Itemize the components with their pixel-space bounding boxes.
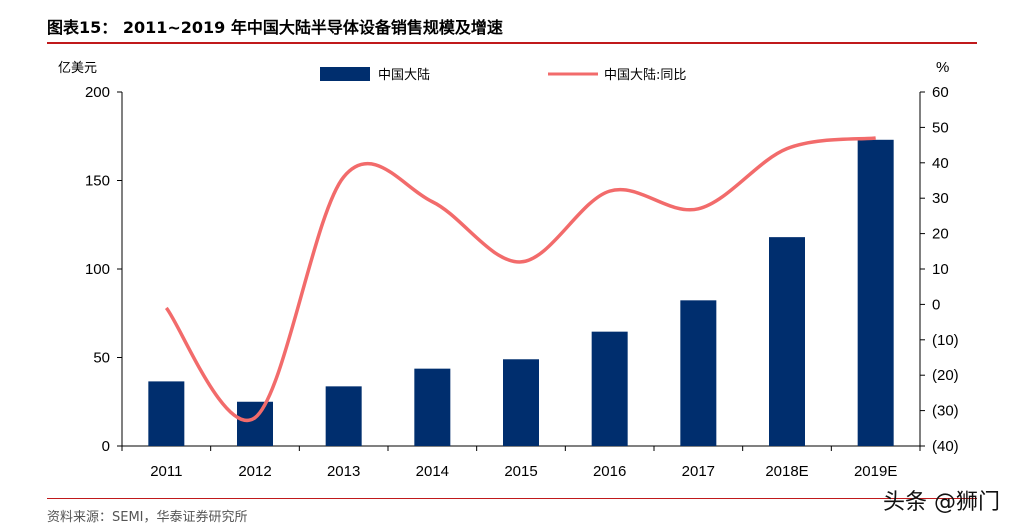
bar bbox=[769, 237, 805, 446]
y-axis-left-label: 亿美元 bbox=[58, 61, 97, 76]
y-tick-label-right: 60 bbox=[932, 84, 949, 101]
bar bbox=[325, 386, 362, 446]
bar bbox=[237, 401, 273, 446]
y-axis-right-label: % bbox=[936, 59, 949, 76]
y-tick-label-right: 20 bbox=[932, 226, 949, 243]
x-tick-label: 2012 bbox=[238, 463, 271, 480]
y-tick-label-left: 0 bbox=[102, 438, 110, 455]
y-tick-label-right: 40 bbox=[932, 155, 949, 172]
y-tick-label-right: (10) bbox=[932, 332, 959, 349]
legend-bar-swatch bbox=[320, 67, 370, 81]
y-tick-label-right: 0 bbox=[932, 296, 940, 313]
bar bbox=[680, 300, 717, 446]
y-tick-label-right: (20) bbox=[932, 367, 959, 384]
chart-title: 图表15： 2011~2019 年中国大陆半导体设备销售规模及增速 bbox=[47, 18, 503, 37]
y-tick-label-right: (40) bbox=[932, 438, 959, 455]
bar bbox=[591, 331, 628, 446]
title-rule bbox=[47, 42, 977, 44]
y-tick-label-left: 150 bbox=[85, 173, 110, 190]
x-tick-label: 2011 bbox=[150, 463, 182, 480]
x-tick-label: 2019E bbox=[854, 463, 897, 480]
chart-area: 亿美元 % 中国大陆 中国大陆:同比 050100150200(40)(30)(… bbox=[58, 59, 959, 480]
y-tick-label-right: 50 bbox=[932, 119, 949, 136]
x-tick-label: 2015 bbox=[504, 463, 537, 480]
bar bbox=[857, 139, 894, 447]
series-line-yoy bbox=[164, 136, 876, 423]
watermark: 头条 @狮门 bbox=[883, 490, 1000, 515]
x-tick-label: 2017 bbox=[682, 463, 715, 480]
y-tick-label-right: (30) bbox=[932, 403, 959, 420]
x-tick-label: 2013 bbox=[327, 463, 360, 480]
legend-bar-label: 中国大陆 bbox=[378, 67, 430, 83]
x-tick-label: 2014 bbox=[416, 463, 449, 480]
source-note: 资料来源：SEMI，华泰证券研究所 bbox=[47, 510, 248, 525]
y-tick-label-right: 30 bbox=[932, 190, 949, 207]
x-tick-label: 2016 bbox=[593, 463, 626, 480]
legend-line-label: 中国大陆:同比 bbox=[604, 67, 686, 83]
y-tick-label-right: 10 bbox=[932, 261, 949, 278]
y-tick-label-left: 200 bbox=[85, 84, 110, 101]
x-tick-label: 2018E bbox=[765, 463, 808, 480]
y-tick-label-left: 50 bbox=[93, 350, 110, 367]
y-tick-label-left: 100 bbox=[85, 261, 110, 278]
footer-rule bbox=[47, 498, 977, 499]
bar bbox=[148, 381, 185, 446]
bar bbox=[503, 359, 539, 446]
bar bbox=[414, 368, 451, 446]
